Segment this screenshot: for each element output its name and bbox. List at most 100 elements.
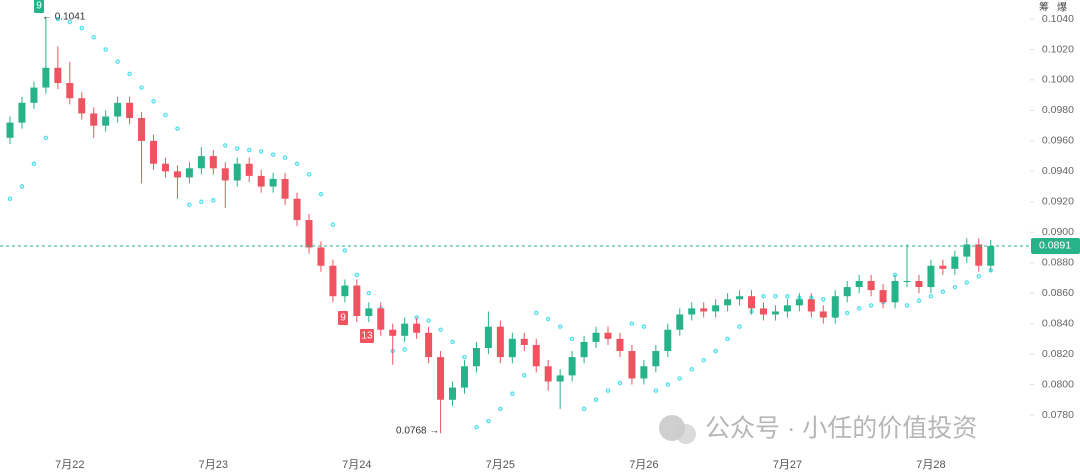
candle-body (78, 98, 86, 114)
candle-body (604, 332, 612, 339)
corner-label: 爆 (1057, 2, 1067, 14)
x-tick-label: 7月25 (486, 459, 515, 471)
sar-dot (653, 388, 659, 393)
x-tick-label: 7月22 (55, 459, 84, 471)
watermark: 公众号 · 小任的价值投资 (705, 415, 977, 443)
y-tick-label: 0.0880 (1042, 256, 1074, 268)
candle-body (915, 280, 923, 288)
sar-dot (557, 324, 563, 329)
sar-dot (19, 184, 25, 189)
candle-body (712, 305, 720, 312)
x-tick-label: 7月26 (629, 459, 658, 471)
candle-body (508, 338, 516, 358)
candle-body (6, 122, 14, 138)
sar-dot (282, 155, 288, 160)
signal-marker-label: 13 (361, 331, 373, 342)
sar-dot (725, 336, 730, 342)
sar-dot (163, 112, 168, 118)
sar-dot (486, 418, 491, 424)
candle-body (197, 156, 205, 169)
x-tick-label: 7月23 (199, 459, 228, 471)
candle-body (771, 311, 779, 315)
y-tick-label: 0.0820 (1042, 348, 1074, 360)
last-price-label: 0.0891 (1039, 240, 1071, 252)
sar-dot (581, 406, 587, 412)
sar-dot (342, 248, 348, 253)
candle-body (676, 314, 684, 330)
candle-body (365, 308, 373, 317)
candle-body (389, 329, 397, 336)
candle-body (807, 299, 815, 312)
sar-dot (115, 59, 120, 64)
sar-dot (151, 99, 156, 104)
candle-body (879, 290, 887, 303)
candle-body (413, 323, 421, 333)
signal-marker (338, 311, 348, 325)
candle-body (975, 244, 983, 266)
sar-dot (856, 306, 862, 311)
y-tick-label: 0.0780 (1042, 409, 1074, 421)
candle-body (66, 82, 74, 99)
sar-dot (737, 324, 742, 329)
candle-body (377, 308, 385, 330)
signal-marker (360, 329, 374, 343)
sar-dot (318, 191, 324, 197)
sar-dot (127, 71, 132, 77)
sar-dot (474, 424, 479, 430)
candle-body (150, 140, 158, 164)
candle-body (520, 338, 528, 345)
sar-dot (354, 272, 360, 278)
candle-body (18, 102, 26, 123)
sar-dot (366, 290, 372, 296)
candle-body (951, 256, 959, 269)
sar-dot (940, 289, 946, 294)
candle-body (209, 156, 217, 169)
sar-dot (234, 146, 240, 151)
sar-dot (665, 382, 671, 387)
candle-body (688, 308, 696, 315)
sar-dot (294, 161, 300, 166)
candle-body (138, 118, 146, 141)
sar-dot (713, 348, 718, 354)
candle-body (532, 344, 540, 367)
candle-body (257, 175, 265, 187)
sar-dot (55, 16, 61, 22)
sar-dot (952, 284, 958, 290)
candle-body (161, 163, 169, 172)
candle-body (987, 245, 995, 266)
y-tick-label: 0.0940 (1042, 165, 1074, 177)
sar-dot (510, 391, 515, 396)
sar-dot (187, 202, 192, 208)
candle-body (42, 67, 50, 88)
y-tick-label: 0.1020 (1042, 43, 1074, 55)
sar-dot (498, 406, 503, 412)
sar-dot (677, 376, 683, 381)
sar-dot (7, 196, 13, 201)
candle-body (640, 366, 648, 379)
sar-dot (928, 293, 934, 299)
candle-body (353, 285, 361, 317)
candle-body (30, 87, 38, 103)
candle-body (759, 308, 767, 315)
sar-dot (773, 293, 778, 299)
candle-body (449, 387, 457, 400)
sar-dot (450, 339, 455, 345)
candle-body (891, 280, 899, 303)
y-tick-label: 0.0840 (1042, 317, 1074, 329)
sar-dot (605, 388, 611, 393)
sar-dot (593, 397, 599, 403)
sar-dot (761, 293, 766, 299)
sar-dot (270, 152, 276, 157)
candle-body (185, 168, 193, 178)
y-tick-label: 0.1040 (1042, 13, 1074, 25)
x-tick-label: 7月24 (342, 459, 371, 471)
sar-dot (462, 354, 467, 360)
candle-body (927, 265, 935, 288)
sar-dot (916, 298, 922, 304)
candle-body (724, 299, 732, 306)
sar-dot (306, 172, 312, 177)
sar-dot (426, 318, 431, 323)
candle-body (736, 296, 744, 300)
